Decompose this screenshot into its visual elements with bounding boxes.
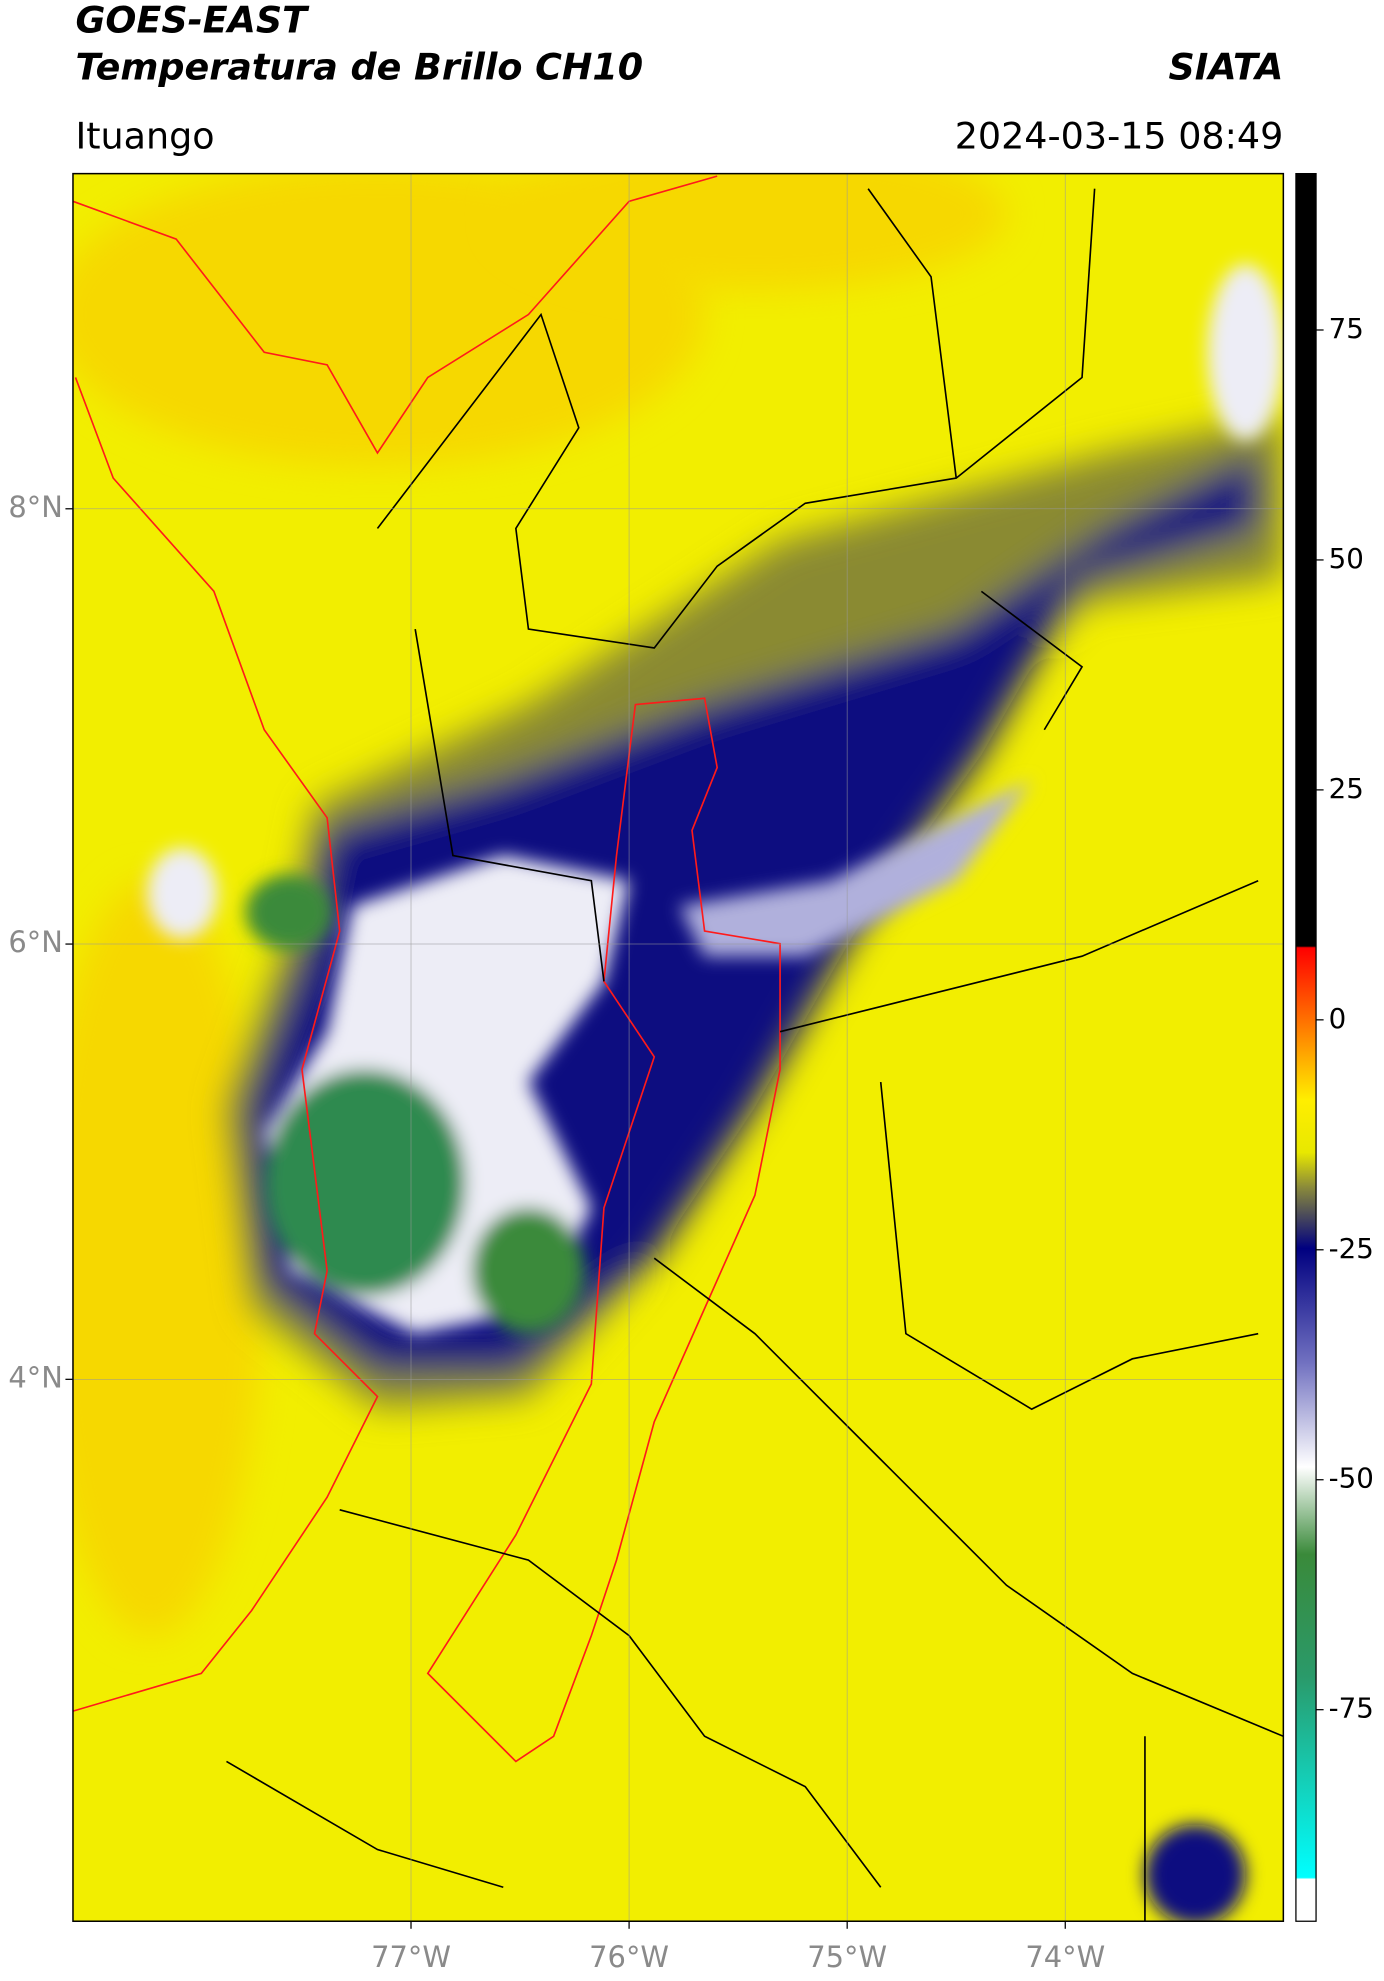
title: GOES-EAST: [75, 0, 310, 42]
map-frame: [72, 172, 1285, 1922]
y-tick-label: 6°N: [8, 925, 63, 959]
location: Ituango: [75, 114, 214, 157]
colorbar-label: 75: [1329, 312, 1364, 345]
x-tick-label: 77°W: [371, 1940, 451, 1974]
colorbar-label: 50: [1329, 542, 1364, 575]
subtitle: Temperatura de Brillo CH10: [75, 45, 643, 88]
x-tick-label: 76°W: [589, 1940, 669, 1974]
y-tick-label: 8°N: [8, 490, 63, 524]
y-tick-label: 4°N: [8, 1360, 63, 1394]
colorbar: [1295, 172, 1317, 1922]
source: SIATA: [1168, 45, 1283, 88]
datetime: 2024-03-15 08:49: [955, 114, 1284, 157]
graticule: [72, 173, 1284, 1922]
map-image: [72, 173, 1284, 1922]
x-tick-label: 74°W: [1025, 1940, 1105, 1974]
colorbar-label: -25: [1329, 1232, 1374, 1265]
x-tick-label: 75°W: [807, 1940, 887, 1974]
colorbar-label: -75: [1329, 1692, 1374, 1725]
colorbar-label: -50: [1329, 1462, 1374, 1495]
colorbar-label: 0: [1329, 1002, 1347, 1035]
colorbar-label: 25: [1329, 772, 1364, 805]
